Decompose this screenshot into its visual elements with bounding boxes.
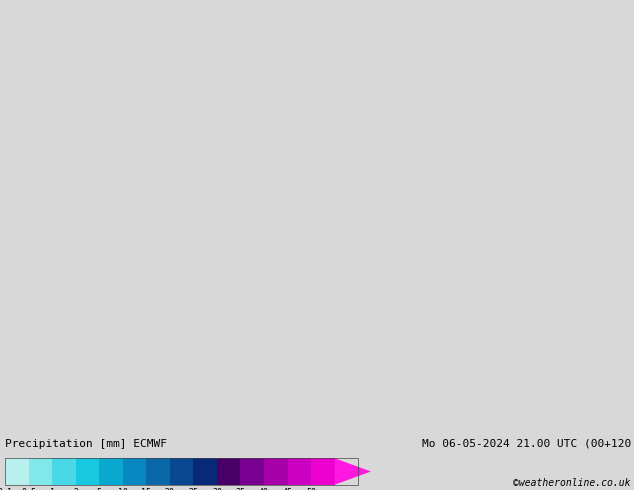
Text: 0.5: 0.5 xyxy=(21,489,36,490)
Bar xyxy=(288,458,312,485)
Text: 10: 10 xyxy=(118,489,128,490)
Bar xyxy=(311,458,335,485)
Text: Mo 06-05-2024 21.00 UTC (00+120: Mo 06-05-2024 21.00 UTC (00+120 xyxy=(422,439,631,449)
Bar xyxy=(75,458,100,485)
Bar xyxy=(193,458,217,485)
Text: Precipitation [mm] ECMWF: Precipitation [mm] ECMWF xyxy=(5,439,167,449)
Bar xyxy=(217,458,241,485)
Bar xyxy=(100,458,124,485)
Text: 1: 1 xyxy=(49,489,55,490)
Bar xyxy=(170,458,194,485)
Text: 20: 20 xyxy=(165,489,175,490)
Text: 5: 5 xyxy=(97,489,101,490)
Text: 0.1: 0.1 xyxy=(0,489,13,490)
Text: 35: 35 xyxy=(235,489,245,490)
Bar xyxy=(146,458,171,485)
Bar xyxy=(5,458,29,485)
Bar xyxy=(52,458,76,485)
Text: 40: 40 xyxy=(259,489,269,490)
Text: 30: 30 xyxy=(212,489,222,490)
Bar xyxy=(240,458,264,485)
Polygon shape xyxy=(335,458,371,485)
Bar xyxy=(264,458,288,485)
Text: 50: 50 xyxy=(306,489,316,490)
Bar xyxy=(5,458,358,485)
Text: ©weatheronline.co.uk: ©weatheronline.co.uk xyxy=(514,478,631,488)
Bar xyxy=(123,458,147,485)
Text: 2: 2 xyxy=(73,489,78,490)
Text: 25: 25 xyxy=(188,489,198,490)
Text: 45: 45 xyxy=(283,489,292,490)
Text: 15: 15 xyxy=(141,489,152,490)
Bar xyxy=(29,458,53,485)
